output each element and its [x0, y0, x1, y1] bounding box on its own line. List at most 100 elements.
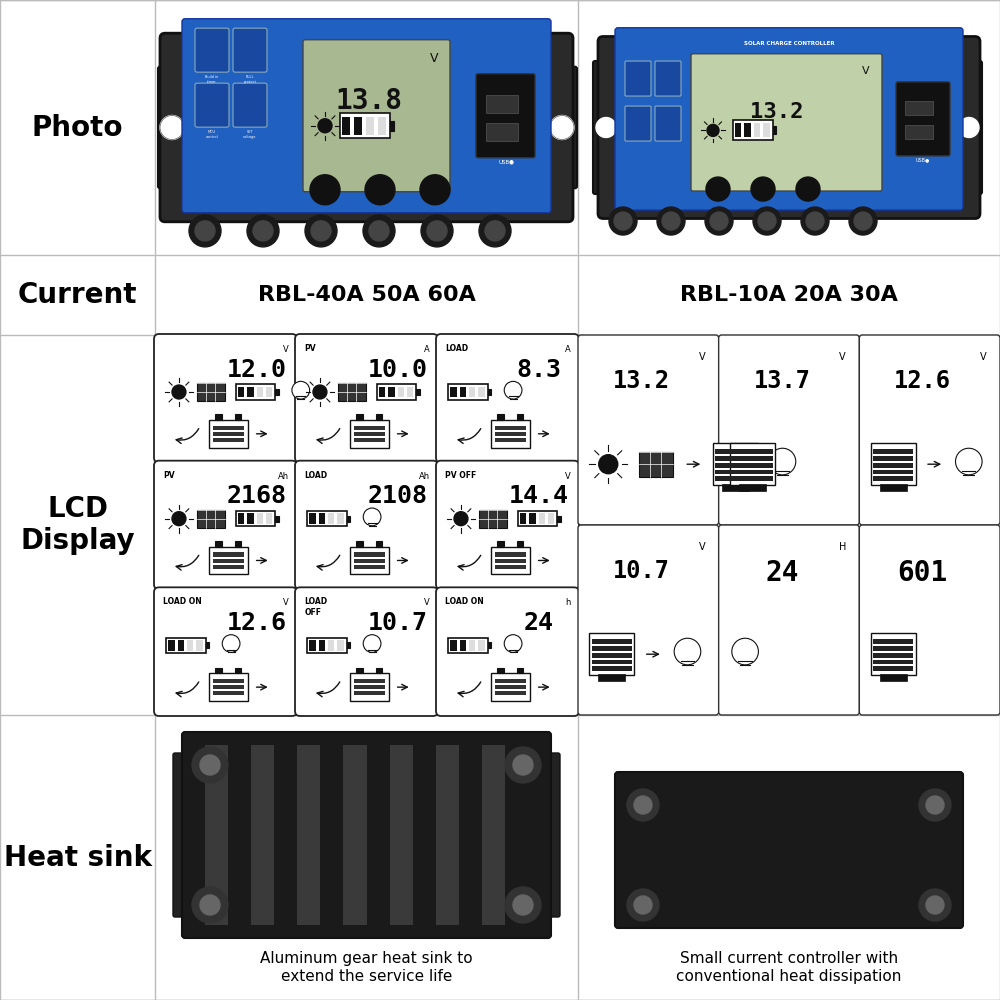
Text: 10.7: 10.7 [368, 611, 428, 635]
Circle shape [769, 448, 796, 475]
Bar [539, 513, 545, 524]
Text: SET
voltage: SET voltage [243, 130, 257, 139]
Bar [347, 642, 350, 648]
Bar [873, 646, 913, 651]
Bar [215, 414, 222, 420]
Text: V: V [698, 542, 705, 552]
Bar [732, 470, 773, 474]
Bar [196, 640, 203, 651]
Bar [307, 511, 347, 526]
Bar [450, 387, 457, 397]
Circle shape [318, 119, 332, 133]
Bar [354, 685, 385, 689]
FancyBboxPatch shape [436, 461, 579, 589]
Bar [880, 674, 907, 681]
Bar [773, 126, 776, 134]
Bar [557, 516, 561, 522]
Bar [873, 476, 913, 481]
FancyBboxPatch shape [195, 28, 229, 72]
FancyBboxPatch shape [182, 732, 551, 938]
Circle shape [599, 455, 618, 474]
Bar [497, 541, 504, 547]
Bar [739, 484, 766, 491]
Circle shape [758, 212, 776, 230]
Bar [436, 745, 459, 925]
Bar [715, 456, 756, 461]
Bar [469, 640, 475, 651]
Text: LOAD ON: LOAD ON [163, 597, 202, 606]
Bar [354, 438, 385, 442]
Bar [497, 668, 504, 673]
FancyBboxPatch shape [615, 28, 963, 210]
Bar [871, 443, 916, 485]
FancyBboxPatch shape [154, 461, 297, 589]
Bar [213, 679, 244, 683]
Text: V: V [980, 352, 986, 362]
Circle shape [505, 887, 541, 923]
Bar [732, 463, 773, 468]
Bar [388, 387, 395, 397]
Bar [197, 383, 225, 401]
Bar [247, 513, 254, 524]
FancyBboxPatch shape [859, 335, 1000, 525]
Bar [715, 449, 756, 454]
Bar [905, 125, 933, 139]
Circle shape [311, 221, 331, 241]
Bar [238, 387, 244, 397]
Bar [495, 559, 526, 563]
FancyBboxPatch shape [598, 36, 980, 219]
Bar [206, 642, 209, 648]
Circle shape [753, 207, 781, 235]
Bar [235, 414, 241, 420]
Bar [592, 646, 632, 651]
Bar [215, 541, 222, 547]
Bar [713, 443, 758, 485]
Circle shape [365, 175, 395, 205]
Circle shape [305, 215, 337, 247]
Bar [450, 640, 457, 651]
Bar [495, 685, 526, 689]
Circle shape [427, 221, 447, 241]
Circle shape [200, 895, 220, 915]
FancyBboxPatch shape [182, 19, 551, 213]
Bar [235, 541, 241, 547]
Text: 12.6: 12.6 [227, 611, 287, 635]
Text: H: H [839, 542, 846, 552]
Text: 14.4: 14.4 [509, 484, 569, 508]
Text: V: V [283, 345, 289, 354]
Bar [732, 456, 773, 461]
FancyBboxPatch shape [158, 67, 187, 188]
Circle shape [421, 215, 453, 247]
Bar [488, 642, 491, 648]
Text: 24: 24 [524, 611, 554, 635]
Bar [598, 674, 625, 681]
FancyBboxPatch shape [295, 461, 438, 589]
Bar [215, 668, 222, 673]
Text: A: A [424, 345, 430, 354]
FancyBboxPatch shape [625, 61, 651, 96]
Text: 13.2: 13.2 [750, 102, 803, 122]
FancyBboxPatch shape [719, 525, 859, 715]
Bar [592, 666, 632, 671]
FancyBboxPatch shape [173, 753, 207, 917]
Text: 12.6: 12.6 [894, 369, 951, 393]
FancyBboxPatch shape [295, 587, 438, 716]
Text: V: V [862, 66, 870, 76]
Circle shape [854, 212, 872, 230]
Circle shape [247, 215, 279, 247]
FancyBboxPatch shape [719, 335, 859, 525]
FancyBboxPatch shape [160, 33, 573, 222]
Circle shape [751, 177, 775, 201]
Bar [873, 660, 913, 664]
Text: Small current controller with
conventional heat dissipation: Small current controller with convention… [676, 951, 902, 984]
FancyBboxPatch shape [436, 334, 579, 463]
Bar [209, 420, 248, 448]
Circle shape [657, 207, 685, 235]
Bar [266, 387, 272, 397]
Bar [209, 547, 248, 574]
FancyBboxPatch shape [233, 28, 267, 72]
Bar [168, 640, 175, 651]
Bar [213, 426, 244, 430]
Bar [347, 516, 350, 522]
FancyBboxPatch shape [187, 732, 551, 933]
